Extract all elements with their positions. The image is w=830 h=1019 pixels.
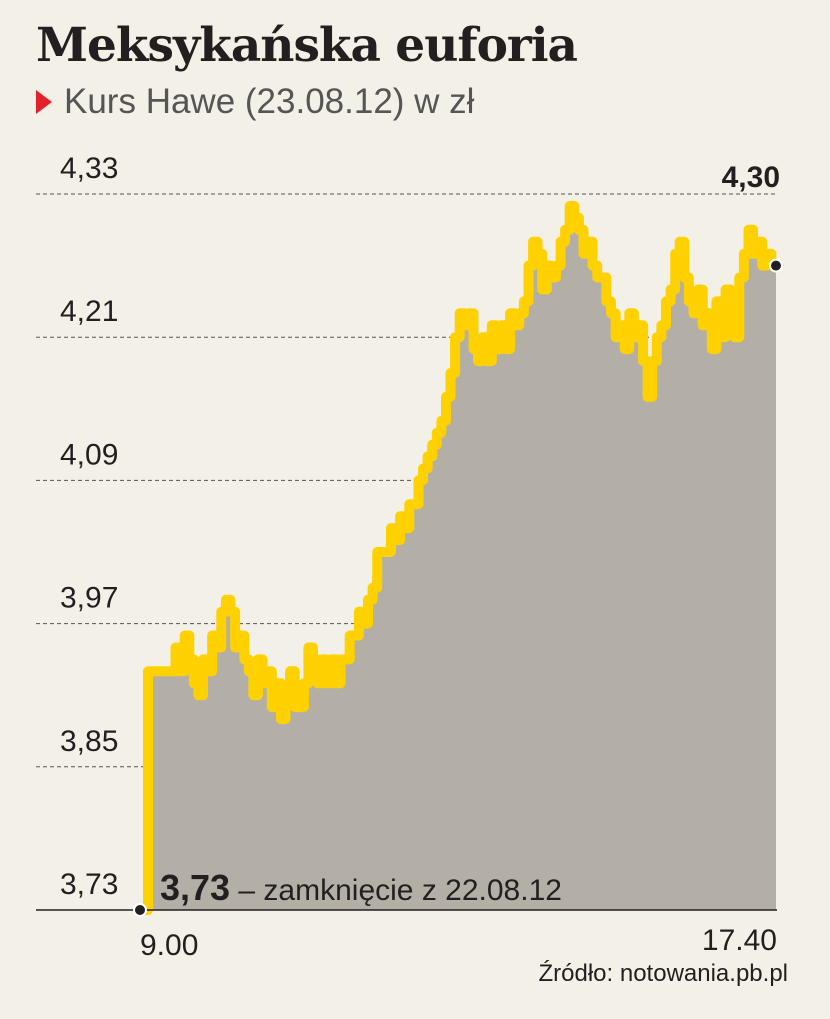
subtitle-row: Kurs Hawe (23.08.12) w zł <box>36 82 474 122</box>
source-note: Źródło: notowania.pb.pl <box>538 960 789 987</box>
x-end-label: 17.40 <box>702 924 777 957</box>
start-annotation-value: 3,73 <box>160 867 230 908</box>
y-tick-label: 3,97 <box>60 582 118 615</box>
start-point <box>133 903 147 917</box>
y-tick-label: 3,85 <box>60 725 118 758</box>
end-annotation-value: 4,30 <box>722 161 780 194</box>
y-tick-label: 3,73 <box>60 868 118 901</box>
price-area <box>140 205 776 910</box>
y-tick-label: 4,09 <box>60 438 118 471</box>
x-start-label: 9.00 <box>140 929 198 962</box>
y-tick-labels: 3,73 3,85 3,97 4,09 4,21 4,33 <box>60 152 118 901</box>
y-tick-label: 4,21 <box>60 295 118 328</box>
y-tick-label: 4,33 <box>60 152 118 185</box>
price-line <box>135 200 781 915</box>
end-point <box>769 258 783 273</box>
chart-subtitle: Kurs Hawe (23.08.12) w zł <box>64 82 475 121</box>
triangle-right-icon <box>36 90 52 114</box>
start-annotation: 3,73 – zamknięcie z 22.08.12 <box>160 867 562 908</box>
start-annotation-text: – zamknięcie z 22.08.12 <box>230 874 562 907</box>
chart-title: Meksykańska euforia <box>36 18 578 73</box>
